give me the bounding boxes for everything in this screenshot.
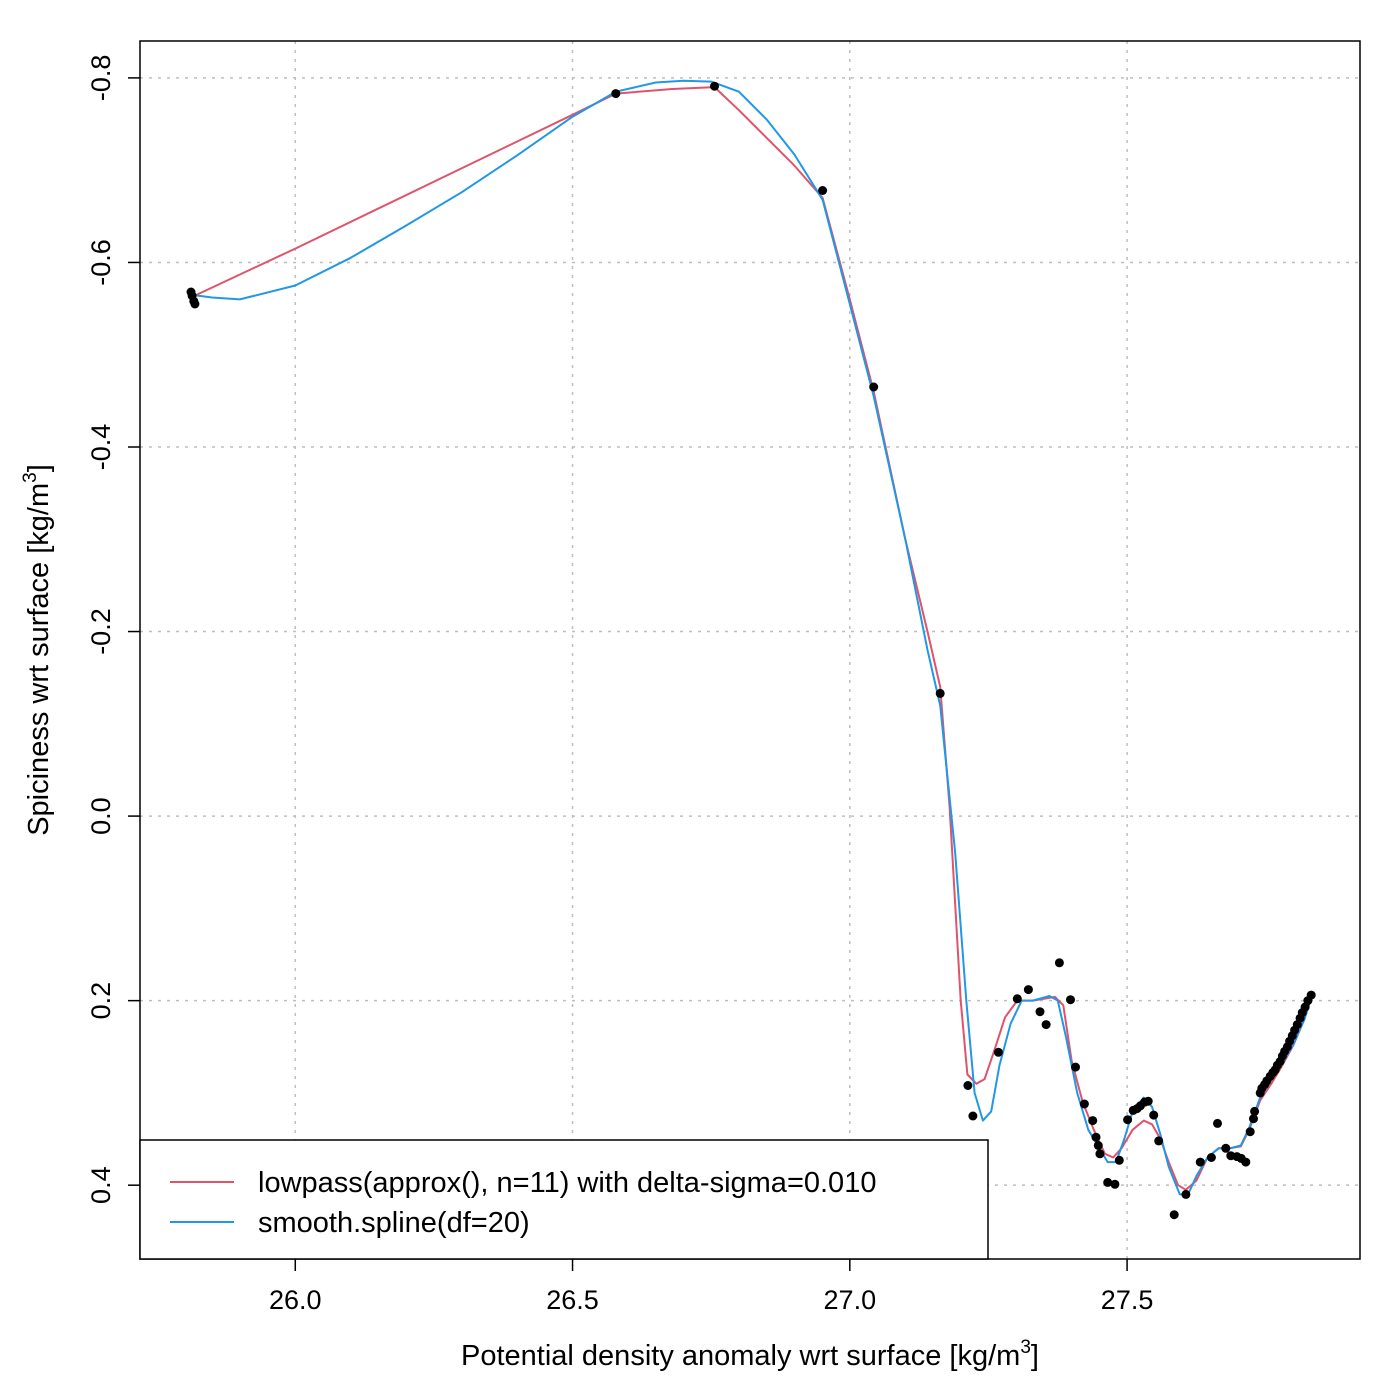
x-axis-label: Potential density anomaly wrt surface [k… — [461, 1337, 1039, 1372]
data-point — [1091, 1132, 1101, 1142]
plot-frame — [139, 40, 1361, 1260]
data-point — [1245, 1127, 1255, 1137]
data-point — [818, 186, 828, 195]
data-point — [1095, 1149, 1105, 1159]
data-point — [1123, 1115, 1133, 1125]
data-point — [1035, 1007, 1045, 1017]
data-point — [963, 1081, 973, 1090]
y-tick-label: 0.0 — [86, 797, 116, 835]
data-point — [1149, 1110, 1159, 1120]
data-point — [1143, 1096, 1153, 1106]
y-tick-label: 0.2 — [86, 982, 116, 1020]
data-point — [1181, 1189, 1191, 1199]
data-point — [1154, 1136, 1164, 1146]
y-axis-label: Spiciness wrt surface [kg/m3] — [20, 464, 55, 836]
data-point — [1306, 990, 1316, 1000]
points-layer — [186, 81, 1316, 1220]
x-tick-label: 26.5 — [546, 1285, 599, 1315]
data-point — [611, 89, 621, 99]
y-tick-label: 0.4 — [86, 1166, 116, 1204]
x-tick-label: 27.0 — [824, 1285, 877, 1315]
data-point — [1169, 1210, 1179, 1220]
data-point — [1054, 958, 1064, 968]
data-point — [1221, 1143, 1231, 1153]
data-point — [1088, 1116, 1098, 1126]
legend-box — [139, 1139, 989, 1260]
y-tick-label: -0.8 — [86, 55, 116, 102]
series-line-spline — [190, 79, 1313, 1196]
data-point — [1023, 985, 1033, 995]
data-point — [1206, 1153, 1216, 1162]
x-tick-label: 27.5 — [1101, 1285, 1154, 1315]
data-point — [710, 81, 719, 91]
data-point — [1241, 1157, 1251, 1167]
data-point — [935, 688, 945, 698]
data-point — [1249, 1114, 1258, 1124]
data-point — [1195, 1157, 1205, 1167]
x-tick-label: 26.0 — [269, 1285, 322, 1315]
y-tick-label: -0.4 — [86, 424, 116, 471]
data-point — [1041, 1020, 1051, 1030]
axes-layer: 26.0 26.5 27.0 27.5 -0.8 -0.6 -0.4 -0.2 0.0 0.2 0.… — [86, 55, 1153, 1315]
data-point — [993, 1047, 1003, 1057]
data-point — [1079, 1099, 1089, 1109]
legend-label-lowpass: lowpass(approx(), n=11) with delta-sigma… — [258, 1167, 876, 1199]
data-point — [869, 382, 879, 392]
data-point — [1110, 1179, 1120, 1189]
y-tick-label: -0.6 — [86, 239, 116, 286]
data-point — [1103, 1177, 1113, 1187]
data-point — [968, 1111, 978, 1121]
data-point — [1114, 1155, 1124, 1165]
data-point — [1213, 1118, 1222, 1128]
data-point — [1066, 995, 1075, 1005]
legend: lowpass(approx(), n=11) with delta-sigma… — [139, 1139, 989, 1260]
series-layer — [190, 79, 1313, 1196]
data-point — [1071, 1062, 1080, 1072]
data-point — [1250, 1106, 1260, 1116]
y-tick-label: -0.2 — [86, 608, 116, 655]
grid-layer — [140, 41, 1360, 1259]
data-point — [190, 299, 200, 309]
data-point — [1093, 1141, 1103, 1150]
legend-label-spline: smooth.spline(df=20) — [258, 1207, 530, 1239]
data-point — [1012, 994, 1022, 1004]
